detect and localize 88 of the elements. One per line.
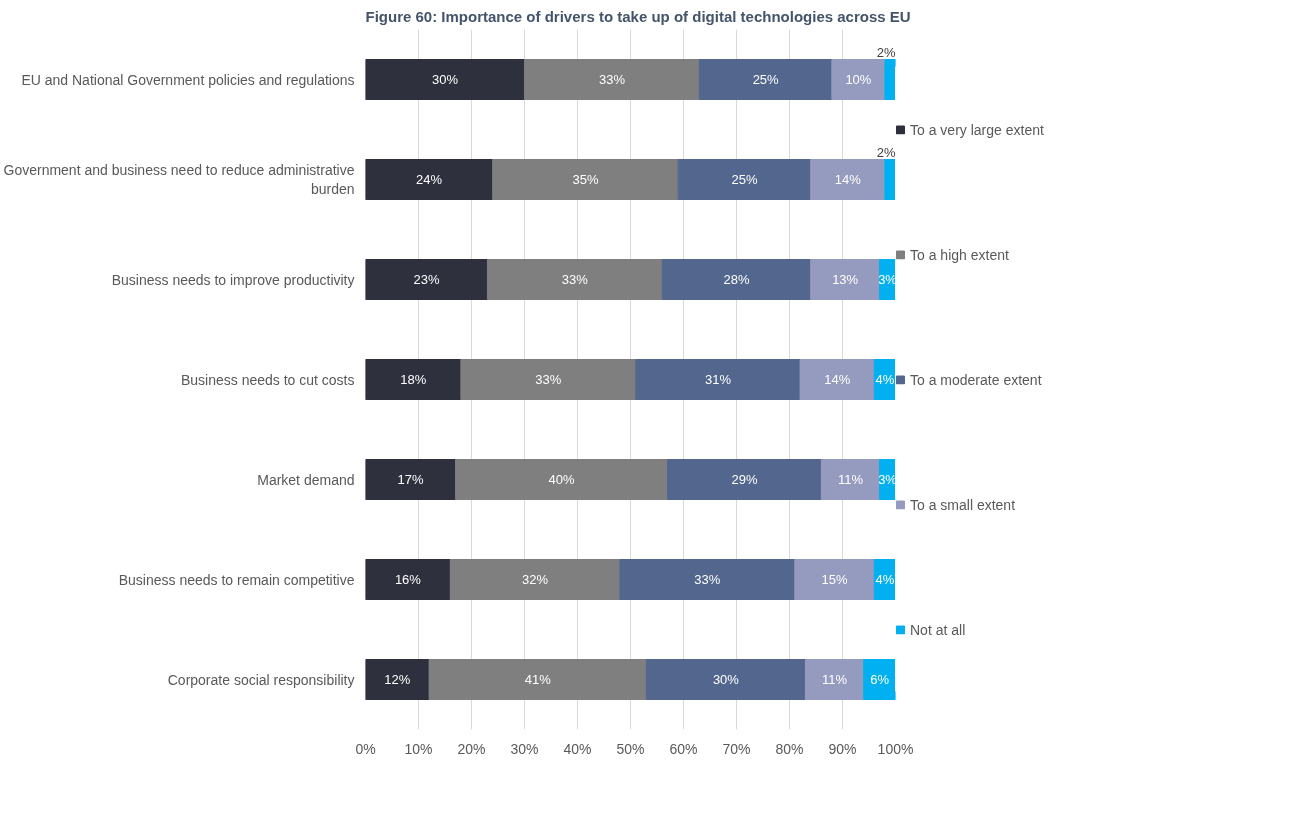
data-label: 33% bbox=[598, 72, 626, 87]
data-label: 11% bbox=[822, 672, 848, 687]
bar bbox=[667, 459, 822, 500]
bar bbox=[884, 159, 896, 200]
x-tick-label: 50% bbox=[616, 740, 645, 757]
data-label: 15% bbox=[821, 572, 848, 587]
data-label: 28% bbox=[723, 272, 750, 287]
bar bbox=[635, 359, 801, 400]
data-label: 41% bbox=[524, 672, 552, 687]
data-label: 24% bbox=[416, 172, 443, 187]
bar bbox=[661, 259, 812, 300]
bar bbox=[365, 159, 494, 200]
data-label: 4% bbox=[875, 572, 895, 587]
data-label: 40% bbox=[548, 472, 576, 487]
data-label: 2% bbox=[876, 44, 896, 60]
x-tick-label: 20% bbox=[457, 740, 486, 757]
x-tick-label: 90% bbox=[828, 740, 857, 757]
bar bbox=[831, 59, 886, 100]
y-tick-label: Market demand bbox=[257, 471, 355, 488]
y-tick-label: Corporate social responsibility bbox=[167, 671, 355, 688]
data-label: 14% bbox=[824, 372, 851, 387]
bar bbox=[428, 659, 647, 700]
legend-label: Not at all bbox=[910, 620, 966, 639]
x-tick-label: 100% bbox=[877, 740, 914, 757]
legend-label: To a moderate extent bbox=[910, 370, 1042, 389]
bar bbox=[486, 259, 663, 300]
x-tick-label: 80% bbox=[775, 740, 804, 757]
data-label: 23% bbox=[413, 272, 440, 287]
data-label: 33% bbox=[535, 372, 562, 387]
data-label: 16% bbox=[394, 572, 422, 587]
data-label: 12% bbox=[384, 672, 411, 687]
data-label: 30% bbox=[712, 672, 740, 687]
y-tick-label: Business needs to remain competitive bbox=[118, 571, 355, 588]
bar bbox=[884, 59, 896, 100]
x-tick-label: 30% bbox=[510, 740, 539, 757]
data-label: 17% bbox=[397, 472, 424, 487]
y-tick-label: EU and National Government policies and regulations bbox=[21, 71, 355, 88]
data-label: 32% bbox=[522, 572, 549, 587]
x-tick-label: 0% bbox=[355, 740, 376, 757]
data-label: 13% bbox=[832, 272, 859, 287]
y-tick-label: Business needs to cut costs bbox=[180, 371, 355, 388]
legend-label: To a small extent bbox=[910, 495, 1016, 514]
bar bbox=[619, 559, 796, 600]
x-tick-label: 10% bbox=[404, 740, 433, 757]
bar bbox=[804, 659, 865, 700]
bar bbox=[449, 559, 621, 600]
data-label: 33% bbox=[694, 572, 721, 587]
bar bbox=[794, 559, 875, 600]
bar bbox=[645, 659, 806, 700]
bar bbox=[698, 59, 833, 100]
y-tick-label: Business needs to improve productivity bbox=[111, 271, 355, 288]
x-tick-label: 70% bbox=[722, 740, 751, 757]
x-tick-label: 40% bbox=[563, 740, 592, 757]
bar bbox=[810, 259, 881, 300]
bar bbox=[365, 59, 525, 100]
data-label: 35% bbox=[572, 172, 599, 187]
bar bbox=[492, 159, 679, 200]
legend-label: To a high extent bbox=[910, 245, 1009, 265]
data-label: 29% bbox=[731, 472, 758, 487]
legend-label: To a very large extent bbox=[910, 120, 1044, 140]
bar bbox=[365, 459, 457, 500]
bar bbox=[365, 259, 488, 300]
data-label: 25% bbox=[752, 72, 780, 87]
bar bbox=[810, 159, 886, 200]
data-label: 30% bbox=[431, 72, 459, 87]
bar bbox=[677, 159, 812, 200]
bar bbox=[799, 359, 875, 400]
data-label: 10% bbox=[845, 72, 872, 87]
data-label: 14% bbox=[834, 172, 862, 187]
chart-title: Figure 60: Importance of drivers to take up of digital technologies across EU bbox=[365, 7, 911, 25]
data-label: 2% bbox=[876, 144, 896, 160]
data-label: 4% bbox=[875, 372, 895, 387]
bar bbox=[365, 559, 451, 600]
bar bbox=[365, 359, 462, 400]
bar bbox=[863, 659, 896, 700]
data-label: 25% bbox=[731, 172, 758, 187]
data-label: 11% bbox=[837, 472, 864, 487]
data-label: 18% bbox=[400, 372, 427, 387]
bar bbox=[820, 459, 881, 500]
data-label: 33% bbox=[561, 272, 589, 287]
y-tick-label: Government and business need to reduce administrative burden bbox=[3, 161, 355, 198]
x-tick-label: 60% bbox=[669, 740, 698, 757]
bar bbox=[365, 659, 430, 700]
data-label: 6% bbox=[870, 672, 890, 687]
bar bbox=[455, 459, 669, 500]
bar bbox=[460, 359, 637, 400]
bar bbox=[524, 59, 700, 100]
data-label: 31% bbox=[704, 372, 732, 387]
